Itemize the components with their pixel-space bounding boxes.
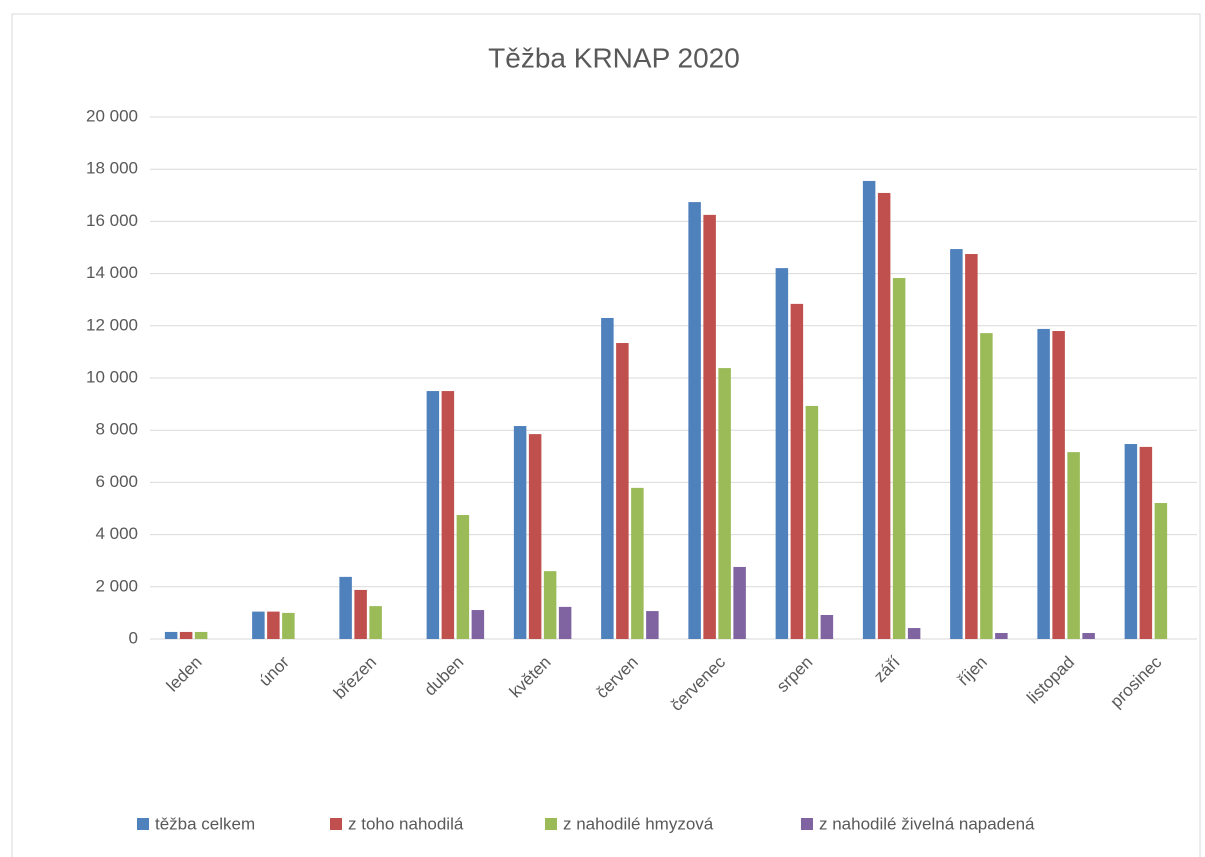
legend-label: těžba celkem (155, 814, 255, 833)
bar (194, 631, 208, 639)
bar (907, 628, 921, 639)
bar (775, 268, 789, 639)
bar (688, 202, 701, 639)
bar (646, 611, 659, 639)
legend-label: z nahodilé hmyzová (563, 814, 714, 833)
bar (471, 610, 485, 639)
bar (543, 571, 557, 639)
legend-label: z nahodilé živelná napadená (819, 814, 1035, 833)
bar (995, 632, 1008, 639)
y-tick-label: 20 000 (86, 106, 138, 125)
y-tick-label: 2 000 (95, 576, 138, 595)
bar (528, 434, 542, 639)
legend-swatch (330, 818, 342, 830)
y-tick-label: 4 000 (95, 524, 138, 543)
bar (354, 589, 367, 639)
bar (790, 303, 804, 639)
bar (1139, 446, 1153, 639)
bar (601, 317, 614, 639)
bar (1052, 331, 1065, 639)
bar (513, 426, 527, 639)
chart-title: Těžba KRNAP 2020 (488, 42, 740, 73)
bar (703, 214, 716, 639)
y-tick-label: 12 000 (86, 315, 138, 334)
y-tick-label: 8 000 (95, 420, 138, 439)
bar (892, 278, 906, 639)
bar (631, 487, 644, 639)
bar (718, 368, 731, 639)
y-tick-label: 10 000 (86, 367, 138, 386)
bar (558, 606, 572, 639)
bar (164, 631, 178, 639)
bar (862, 180, 876, 639)
legend-swatch (545, 818, 557, 830)
legend-label: z toho nahodilá (348, 814, 464, 833)
bar (179, 631, 193, 639)
bar (252, 611, 265, 639)
bar (1154, 503, 1168, 639)
legend-swatch (801, 818, 813, 830)
bar (456, 515, 470, 639)
bar (267, 611, 280, 639)
legend-swatch (137, 818, 149, 830)
bar (441, 391, 455, 639)
bar (369, 606, 382, 639)
bar (980, 333, 993, 639)
y-tick-label: 16 000 (86, 211, 138, 230)
bar (1124, 444, 1138, 639)
bar (965, 254, 978, 639)
bar (1037, 328, 1050, 639)
bar (282, 612, 295, 639)
bar (950, 249, 963, 640)
y-tick-label: 6 000 (95, 472, 138, 491)
bar (1082, 632, 1095, 639)
bar (616, 343, 629, 639)
y-tick-label: 0 (129, 628, 138, 647)
bar (805, 405, 819, 639)
bar (820, 614, 834, 639)
y-tick-label: 18 000 (86, 159, 138, 178)
bar (877, 192, 891, 640)
bar (733, 566, 746, 639)
bar (339, 576, 352, 639)
y-tick-label: 14 000 (86, 263, 138, 282)
bar (426, 391, 440, 639)
bar (1067, 452, 1080, 639)
